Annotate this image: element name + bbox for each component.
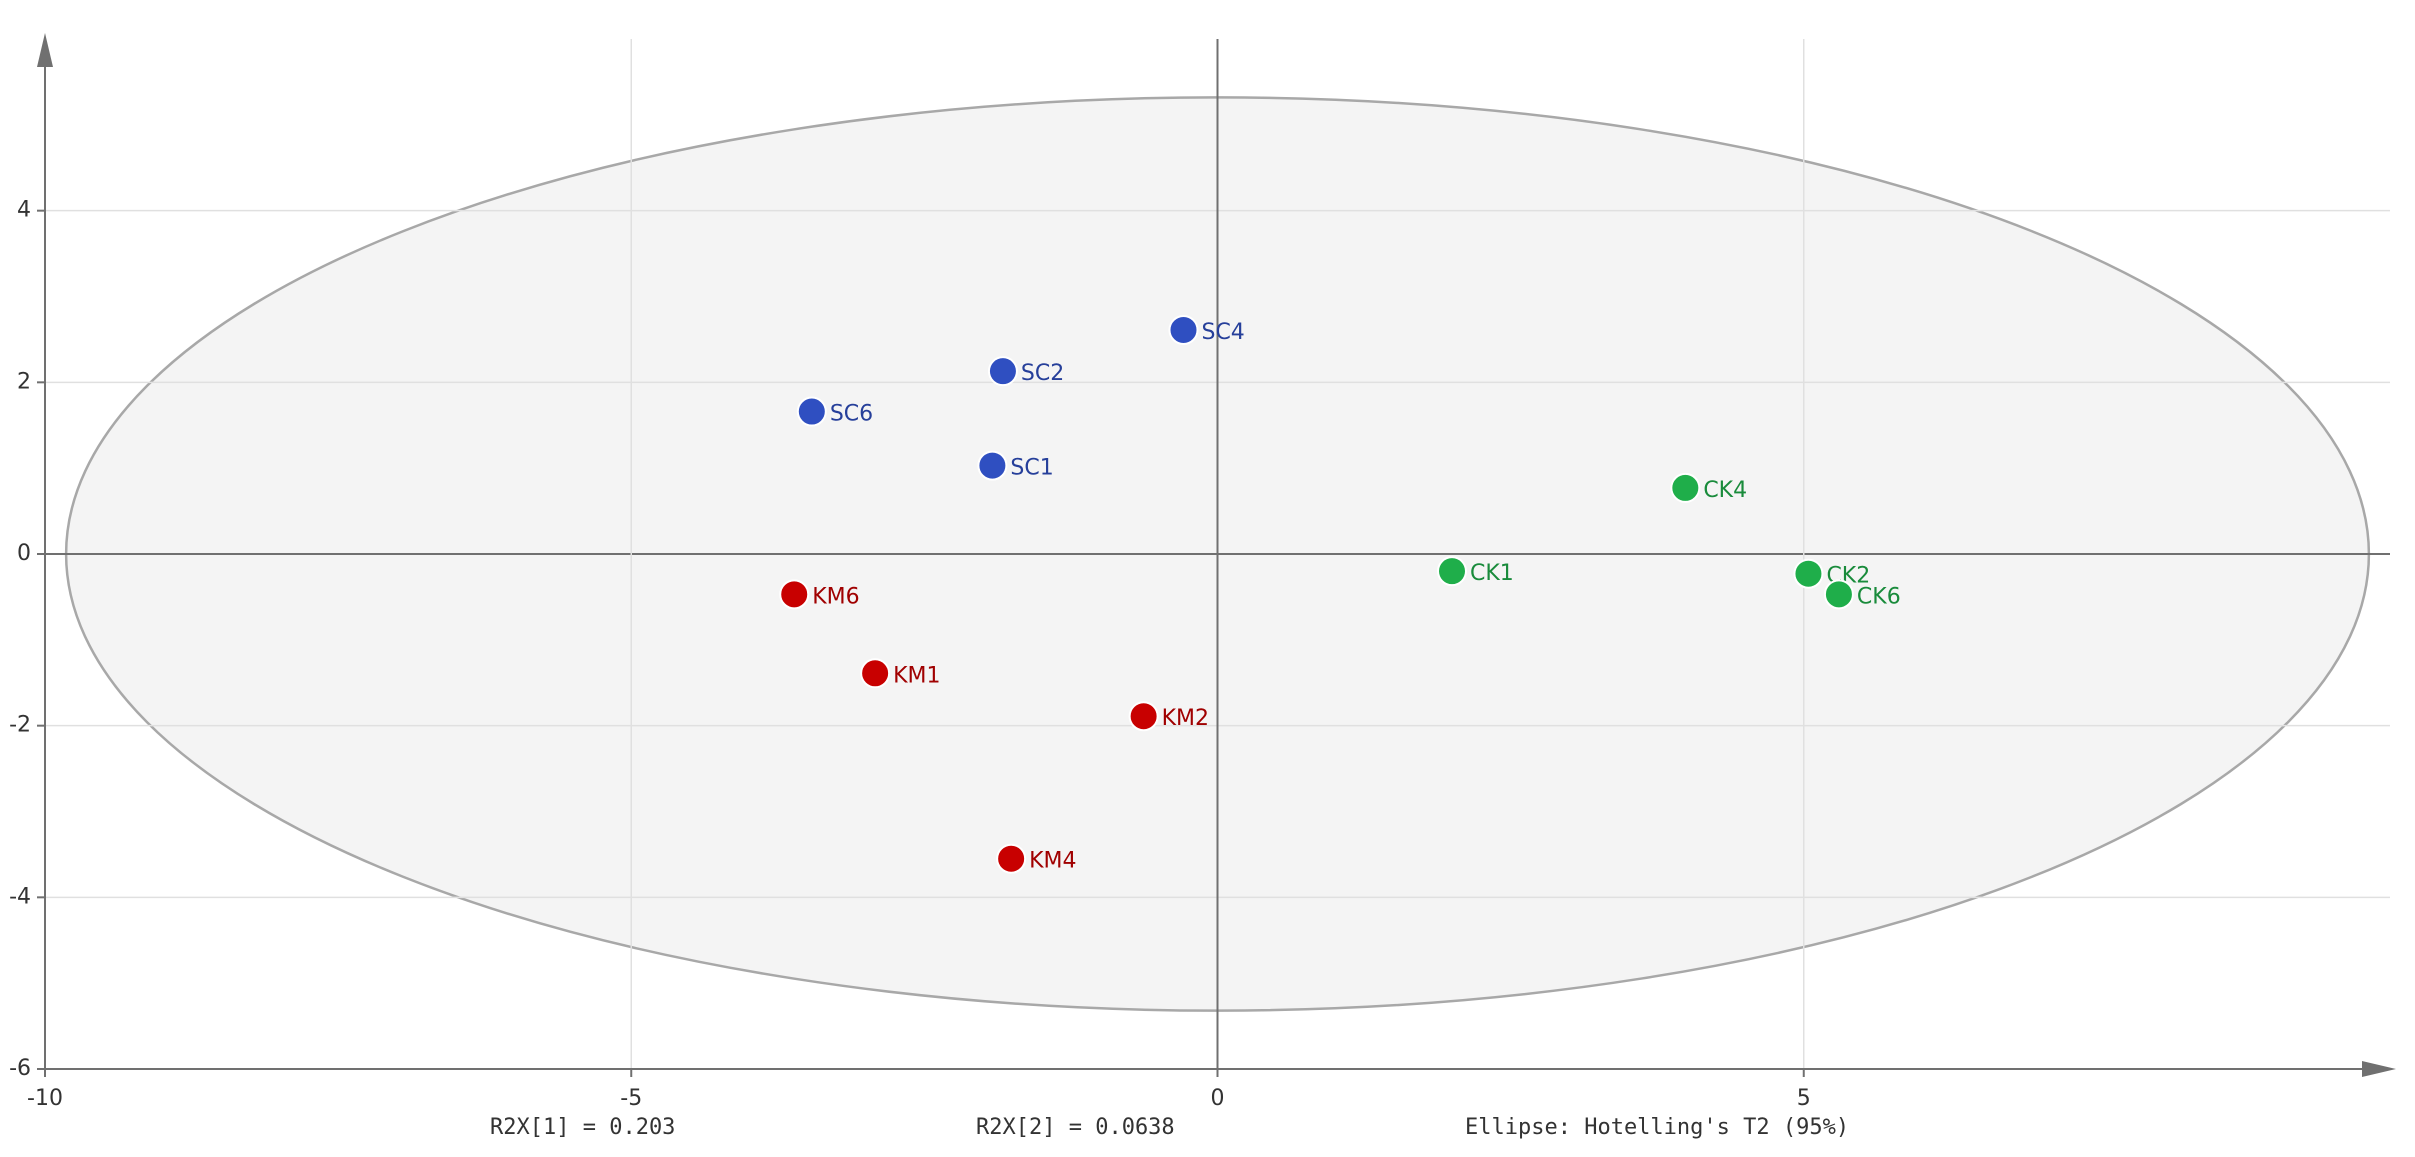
point-label: KM4 xyxy=(1029,849,1076,874)
x-tick-label: -10 xyxy=(27,1086,63,1111)
point xyxy=(1437,556,1467,587)
annotation: R2X[1] = 0.203 xyxy=(490,1115,675,1140)
point-label: KM6 xyxy=(812,584,859,609)
x-tick-label: 5 xyxy=(1797,1086,1811,1111)
annotation: Ellipse: Hotelling's T2 (95%) xyxy=(1465,1115,1849,1140)
x-axis-arrow xyxy=(2362,1061,2396,1077)
point-label: CK6 xyxy=(1857,584,1901,609)
point xyxy=(1128,701,1159,732)
point xyxy=(1823,579,1854,610)
point xyxy=(1168,314,1199,345)
y-tick-label: 4 xyxy=(17,198,31,223)
point-label: KM2 xyxy=(1162,706,1209,731)
point-label: SC1 xyxy=(1010,456,1053,481)
y-tick-label: -6 xyxy=(9,1056,31,1081)
point-label: SC2 xyxy=(1021,361,1064,386)
y-tick-label: -4 xyxy=(9,884,31,909)
x-tick-label: -5 xyxy=(620,1086,642,1111)
point-label: CK4 xyxy=(1703,478,1747,503)
annotation: R2X[2] = 0.0638 xyxy=(976,1115,1175,1140)
point-label: SC4 xyxy=(1201,320,1244,345)
point xyxy=(987,356,1018,387)
point xyxy=(860,658,891,689)
point xyxy=(796,396,827,427)
y-tick-label: -2 xyxy=(9,713,31,738)
point xyxy=(1793,558,1824,589)
y-tick-label: 2 xyxy=(17,369,31,394)
point xyxy=(779,579,810,610)
point-label: SC6 xyxy=(830,402,873,427)
point xyxy=(996,843,1027,874)
point xyxy=(977,450,1008,481)
y-axis-arrow xyxy=(37,33,53,67)
x-tick-label: 0 xyxy=(1211,1086,1225,1111)
point-label: KM1 xyxy=(893,663,940,688)
point-label: CK1 xyxy=(1470,561,1514,586)
point xyxy=(1670,472,1701,503)
y-tick-label: 0 xyxy=(17,541,31,566)
